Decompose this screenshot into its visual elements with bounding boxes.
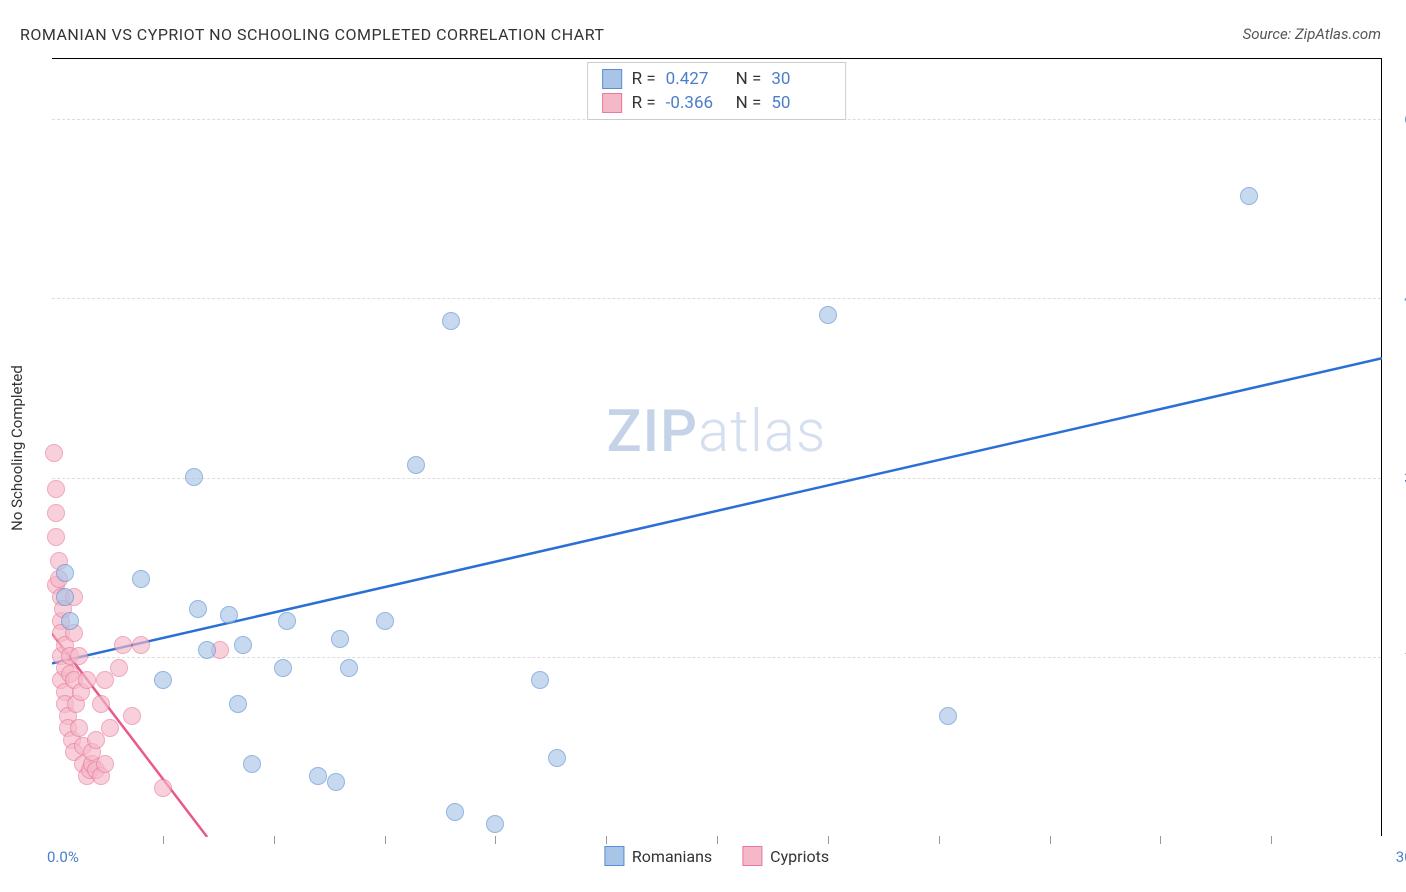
x-tick [385,836,386,844]
trend-lines [52,59,1382,837]
data-point [132,636,150,654]
data-point [110,659,128,677]
data-point [220,606,238,624]
r-label: R = [632,69,656,89]
data-point [47,504,65,522]
x-tick [274,836,275,844]
data-point [92,695,110,713]
source-attribution: Source: ZipAtlas.com [1243,25,1381,43]
data-point [548,749,566,767]
data-point [376,612,394,630]
x-tick [828,836,829,844]
data-point [78,671,96,689]
x-tick [717,836,718,844]
x-tick [606,836,607,844]
data-point [309,767,327,785]
r-value-romanians: 0.427 [666,69,726,89]
stats-legend-box: R = 0.427 N = 30 R = -0.366 N = 50 [587,62,847,120]
data-point [70,719,88,737]
r-label: R = [632,93,656,113]
swatch-pink [742,846,762,866]
legend-label-cypriots: Cypriots [770,847,829,866]
swatch-pink [602,93,622,113]
data-point [243,755,261,773]
gridline [52,657,1381,658]
swatch-blue [604,846,624,866]
data-point [114,636,132,654]
data-point [70,647,88,665]
n-label: N = [736,93,762,113]
x-tick [1050,836,1051,844]
stats-row-cypriots: R = -0.366 N = 50 [602,91,832,115]
gridline [52,298,1381,299]
data-point [154,779,172,797]
data-point [47,528,65,546]
data-point [47,480,65,498]
data-point [96,755,114,773]
data-point [331,630,349,648]
data-point [819,306,837,324]
x-axis-min: 0.0% [47,848,79,866]
data-point [939,707,957,725]
data-point [486,815,504,833]
x-tick [939,836,940,844]
chart-title: ROMANIAN VS CYPRIOT NO SCHOOLING COMPLET… [20,25,604,44]
data-point [101,719,119,737]
data-point [132,570,150,588]
data-point [442,312,460,330]
plot-area: 1.5%3.0%4.5%6.0% [52,59,1381,836]
data-point [45,444,63,462]
data-point [327,773,345,791]
y-axis-label: No Schooling Completed [8,365,26,531]
x-axis-max: 30.0% [1396,848,1406,866]
data-point [198,641,216,659]
data-point [56,588,74,606]
data-point [56,564,74,582]
data-point [407,456,425,474]
gridline [52,478,1381,479]
data-point [185,468,203,486]
data-point [1240,187,1258,205]
legend-item-cypriots: Cypriots [742,846,829,866]
data-point [61,612,79,630]
data-point [189,600,207,618]
chart-container: ROMANIAN VS CYPRIOT NO SCHOOLING COMPLET… [0,0,1406,892]
r-value-cypriots: -0.366 [666,93,726,113]
stats-row-romanians: R = 0.427 N = 30 [602,67,832,91]
data-point [446,803,464,821]
n-label: N = [736,69,762,89]
data-point [531,671,549,689]
n-value-cypriots: 50 [771,93,831,113]
data-point [154,671,172,689]
legend-item-romanians: Romanians [604,846,712,866]
data-point [234,636,252,654]
x-tick [495,836,496,844]
chart-area: No Schooling Completed ZIPatlas 1.5%3.0%… [52,58,1382,836]
data-point [274,659,292,677]
x-legend: Romanians Cypriots [604,846,829,866]
n-value-romanians: 30 [771,69,831,89]
swatch-blue [602,69,622,89]
data-point [278,612,296,630]
x-tick [1160,836,1161,844]
x-tick [163,836,164,844]
data-point [340,659,358,677]
data-point [229,695,247,713]
legend-label-romanians: Romanians [632,847,712,866]
x-tick [1271,836,1272,844]
data-point [123,707,141,725]
